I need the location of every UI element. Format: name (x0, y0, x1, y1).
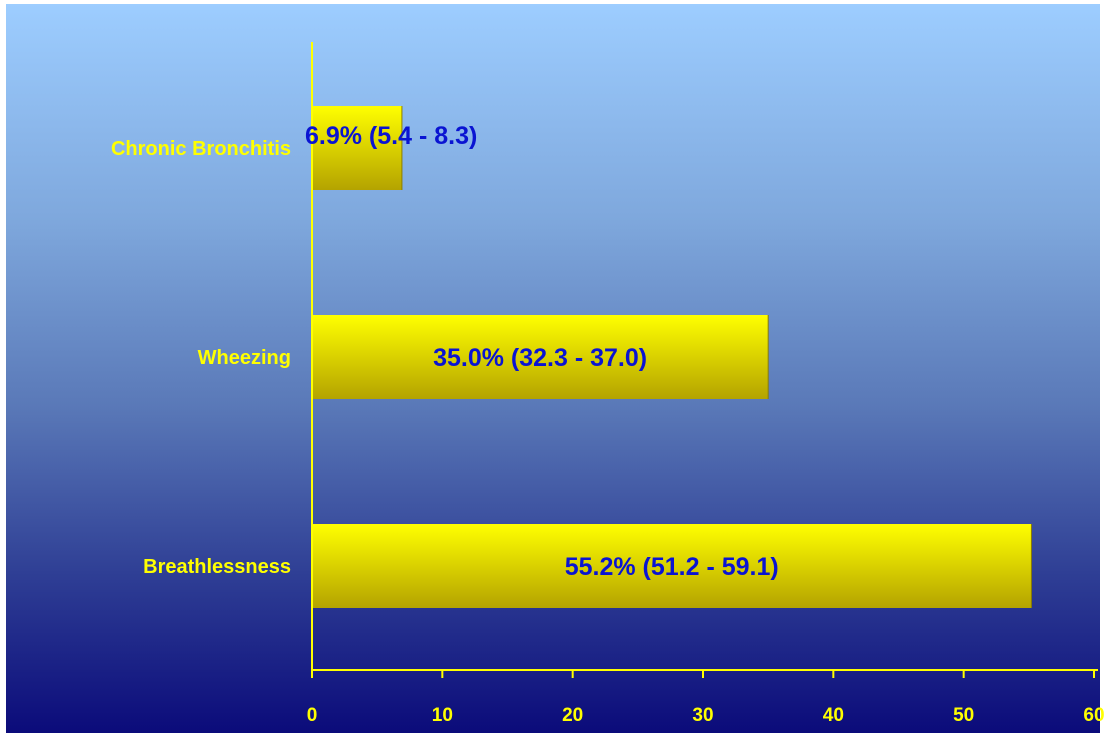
x-tick-label: 50 (953, 705, 974, 726)
category-label: Chronic Bronchitis (111, 138, 291, 160)
category-label: Wheezing (198, 347, 291, 369)
data-label: 6.9% (5.4 - 8.3) (305, 122, 477, 150)
x-tick-label: 10 (432, 705, 453, 726)
x-tick-label: 40 (823, 705, 844, 726)
category-label: Breathlessness (143, 556, 291, 578)
x-tick-label: 0 (307, 705, 318, 726)
x-tick-label: 30 (692, 705, 713, 726)
data-label: 35.0% (32.3 - 37.0) (433, 344, 647, 372)
bar (312, 524, 1032, 608)
bar (312, 315, 769, 399)
bars-group (312, 106, 1032, 608)
labels-group: 0 10 20 30 40 50 60 Chronic Bronchitis 6.9% (5.4… (111, 122, 1105, 726)
x-tick-label: 20 (562, 705, 583, 726)
data-label: 55.2% (51.2 - 59.1) (565, 553, 779, 581)
x-tick-label: 60 (1083, 705, 1104, 726)
bar (312, 106, 402, 190)
axes-group (311, 42, 1098, 678)
